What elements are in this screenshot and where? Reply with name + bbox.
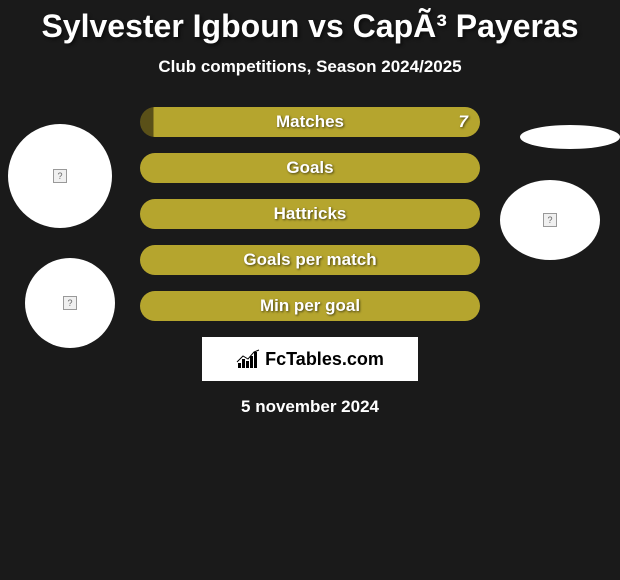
stat-label: Min per goal bbox=[260, 296, 360, 316]
page-title: Sylvester Igboun vs CapÃ³ Payeras bbox=[0, 0, 620, 45]
stat-label: Goals bbox=[286, 158, 333, 178]
stat-label: Goals per match bbox=[243, 250, 376, 270]
stat-row-goals: Goals bbox=[140, 153, 480, 183]
stats-container: Matches 7 Goals Hattricks Goals per matc… bbox=[0, 107, 620, 321]
logo-text: FcTables.com bbox=[265, 349, 384, 370]
stat-value: 7 bbox=[459, 112, 468, 132]
stat-row-hattricks: Hattricks bbox=[140, 199, 480, 229]
stat-row-matches: Matches 7 bbox=[140, 107, 480, 137]
stat-label: Matches bbox=[276, 112, 344, 132]
date-label: 5 november 2024 bbox=[0, 397, 620, 417]
logo-box: FcTables.com bbox=[202, 337, 418, 381]
stat-label: Hattricks bbox=[274, 204, 347, 224]
logo-chart-icon bbox=[236, 349, 261, 369]
subtitle: Club competitions, Season 2024/2025 bbox=[0, 57, 620, 77]
stat-row-min-per-goal: Min per goal bbox=[140, 291, 480, 321]
stat-row-goals-per-match: Goals per match bbox=[140, 245, 480, 275]
